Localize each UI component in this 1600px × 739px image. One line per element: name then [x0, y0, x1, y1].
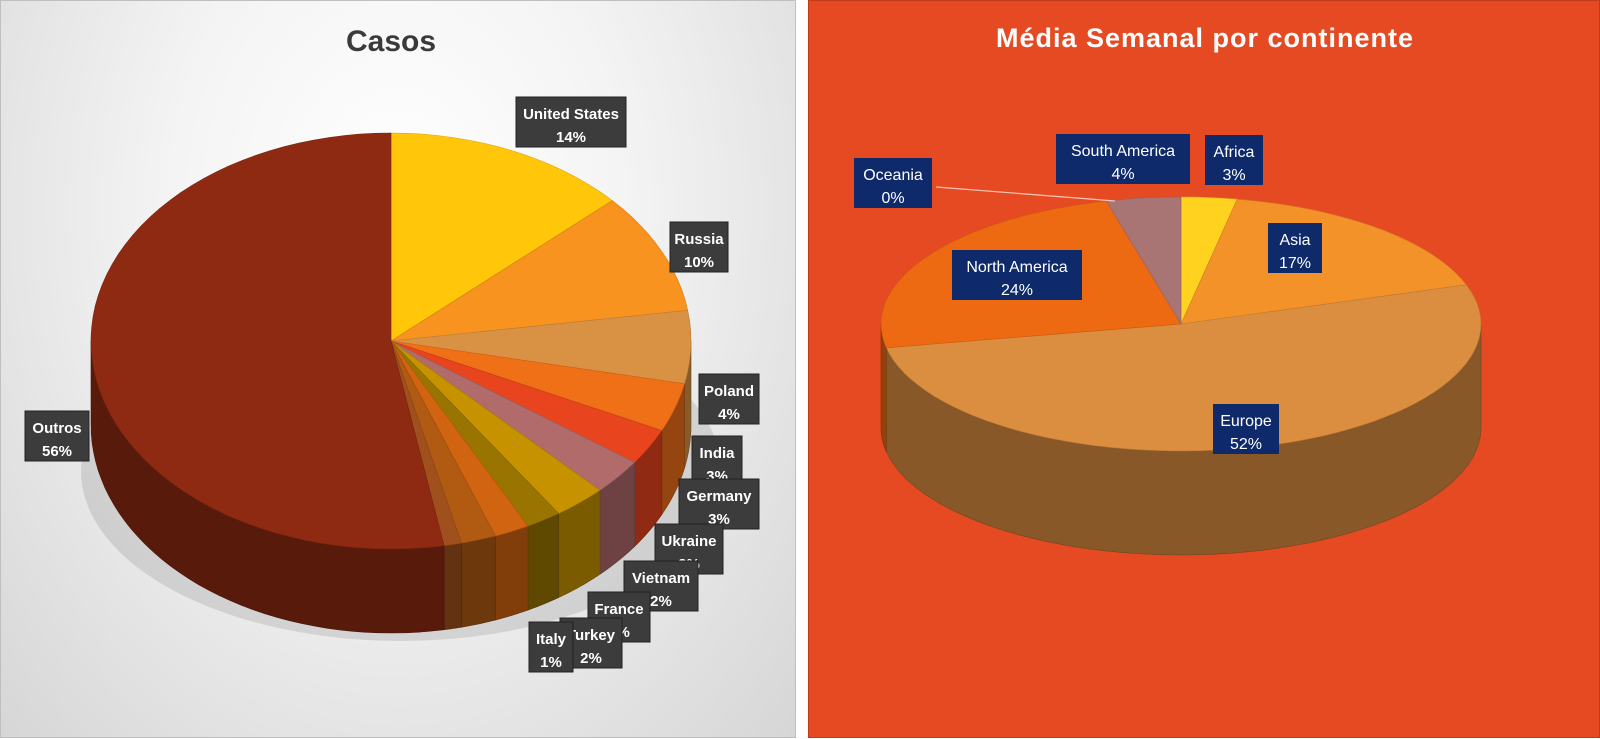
data-label-name: Italy	[536, 631, 567, 648]
data-label-percent: 24%	[1001, 282, 1033, 299]
data-label-name: South America	[1071, 143, 1175, 160]
data-label-name: France	[594, 601, 643, 618]
data-label-russia: Russia 10%	[669, 221, 729, 273]
cases-chart-panel: Casos United States 14% Russia 10% Poland 4% I…	[0, 0, 796, 738]
data-label-name: Africa	[1214, 144, 1255, 161]
data-label-name: Oceania	[863, 167, 923, 184]
pie-slice-united-states	[390, 132, 613, 342]
pie-side-italy	[443, 542, 462, 630]
data-label-vietnam: Vietnam 2%	[623, 560, 699, 612]
pie-slice-unlabeled-2	[390, 309, 692, 385]
data-label-percent: 52%	[1230, 436, 1262, 453]
pie-slice-outros	[90, 132, 445, 550]
cases-pie-chart: Casos United States 14% Russia 10% Poland 4% I…	[24, 25, 760, 673]
data-label-percent: 2%	[650, 593, 672, 610]
continent-chart-title: Média Semanal por continente	[996, 23, 1414, 53]
data-label-africa: Africa 3%	[1205, 135, 1263, 185]
pie-slice-russia	[390, 200, 689, 342]
pie-side-turkey	[461, 535, 496, 628]
pie-slice-poland	[390, 340, 686, 431]
cases-chart-title: Casos	[346, 25, 436, 58]
data-label-outros: Outros 56%	[24, 410, 90, 462]
pie-tops	[90, 132, 692, 550]
data-label-name: Turkey	[567, 627, 616, 644]
pie-side-france	[495, 525, 529, 621]
data-label-percent: 1%	[540, 654, 562, 671]
data-label-name: India	[699, 445, 735, 462]
data-label-percent: 56%	[42, 443, 72, 460]
data-label-percent: 2%	[580, 650, 602, 667]
data-label-name: Outros	[32, 420, 81, 437]
data-label-name: United States	[523, 106, 619, 123]
data-label-percent: 14%	[556, 129, 586, 146]
data-label-percent: 10%	[684, 254, 714, 271]
data-label-europe: Europe 52%	[1213, 404, 1279, 454]
data-label-south-america: South America 4%	[1056, 134, 1190, 184]
data-label-name: Europe	[1220, 413, 1272, 430]
data-label-north-america: North America 24%	[952, 250, 1082, 300]
pie-side-vietnam	[527, 512, 559, 611]
data-label-asia: Asia 17%	[1268, 223, 1322, 273]
data-label-name: North America	[966, 259, 1067, 276]
data-label-percent: 17%	[1279, 255, 1311, 272]
data-label-poland: Poland 4%	[698, 373, 760, 425]
data-label-name: Russia	[674, 231, 724, 248]
data-label-name: Germany	[686, 488, 752, 505]
data-label-percent: 3%	[1222, 167, 1245, 184]
data-label-italy: Italy 1%	[528, 621, 574, 673]
continent-chart-panel: Média Semanal por continente Africa 3% Asi…	[808, 0, 1600, 738]
oceania-leader-line	[935, 186, 1116, 202]
pie-slice-asia	[1180, 198, 1467, 325]
data-label-name: Ukraine	[661, 533, 716, 550]
data-label-name: Poland	[704, 383, 754, 400]
data-label-percent: 4%	[1111, 166, 1134, 183]
data-label-oceania: Oceania 0%	[854, 158, 932, 208]
data-label-percent: 0%	[881, 190, 904, 207]
data-label-united-states: United States 14%	[515, 96, 627, 148]
data-label-name: Asia	[1279, 232, 1310, 249]
pie-tops	[880, 196, 1482, 452]
data-label-percent: 4%	[718, 406, 740, 423]
data-label-name: Vietnam	[632, 570, 690, 587]
continent-pie-chart: Média Semanal por continente Africa 3% Asi…	[854, 23, 1482, 556]
